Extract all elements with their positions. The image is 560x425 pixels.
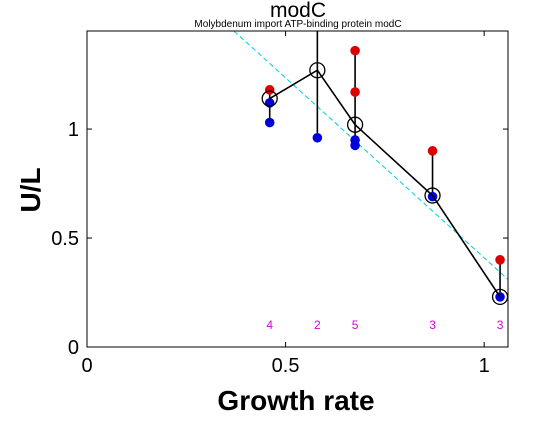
count-label-3: 3 <box>429 318 436 332</box>
red-point-0-0 <box>264 85 275 95</box>
mean-line <box>269 69 501 298</box>
mean-marker-3 <box>424 187 441 204</box>
red-point-2-0 <box>350 45 360 56</box>
x-tick-label-1: 0.5 <box>272 355 300 377</box>
blue-point-4-0 <box>495 292 505 302</box>
axes-box <box>86 30 509 348</box>
x-tick-label-2: 1 <box>479 355 490 377</box>
red-point-3-0 <box>427 146 438 156</box>
mean-marker-0 <box>261 90 278 107</box>
red-point-4-0 <box>495 255 505 265</box>
y-axis-label: U/L <box>15 167 46 212</box>
count-label-2: 5 <box>352 318 359 332</box>
count-label-4: 3 <box>497 318 504 332</box>
chart-subtitle: Molybdenum import ATP-binding protein mo… <box>194 19 401 30</box>
blue-point-1-0 <box>312 132 323 143</box>
x-tick-label-0: 0 <box>81 355 92 377</box>
plot-marks <box>233 31 508 306</box>
blue-point-0-1 <box>264 117 275 128</box>
mean-marker-2 <box>346 116 364 133</box>
count-label-1: 2 <box>314 318 321 332</box>
x-axis-label: Growth rate <box>217 385 374 416</box>
fit-line <box>233 31 508 280</box>
y-tick-label-0: 0 <box>68 337 79 359</box>
y-tick-label-1: 0.5 <box>51 228 79 250</box>
red-point-2-1 <box>350 87 360 97</box>
blue-point-2-1 <box>350 140 360 151</box>
y-tick-label-2: 1 <box>68 119 79 141</box>
count-label-0: 4 <box>266 318 273 332</box>
chart-title: modC <box>270 0 326 22</box>
mean-marker-1 <box>309 62 326 79</box>
